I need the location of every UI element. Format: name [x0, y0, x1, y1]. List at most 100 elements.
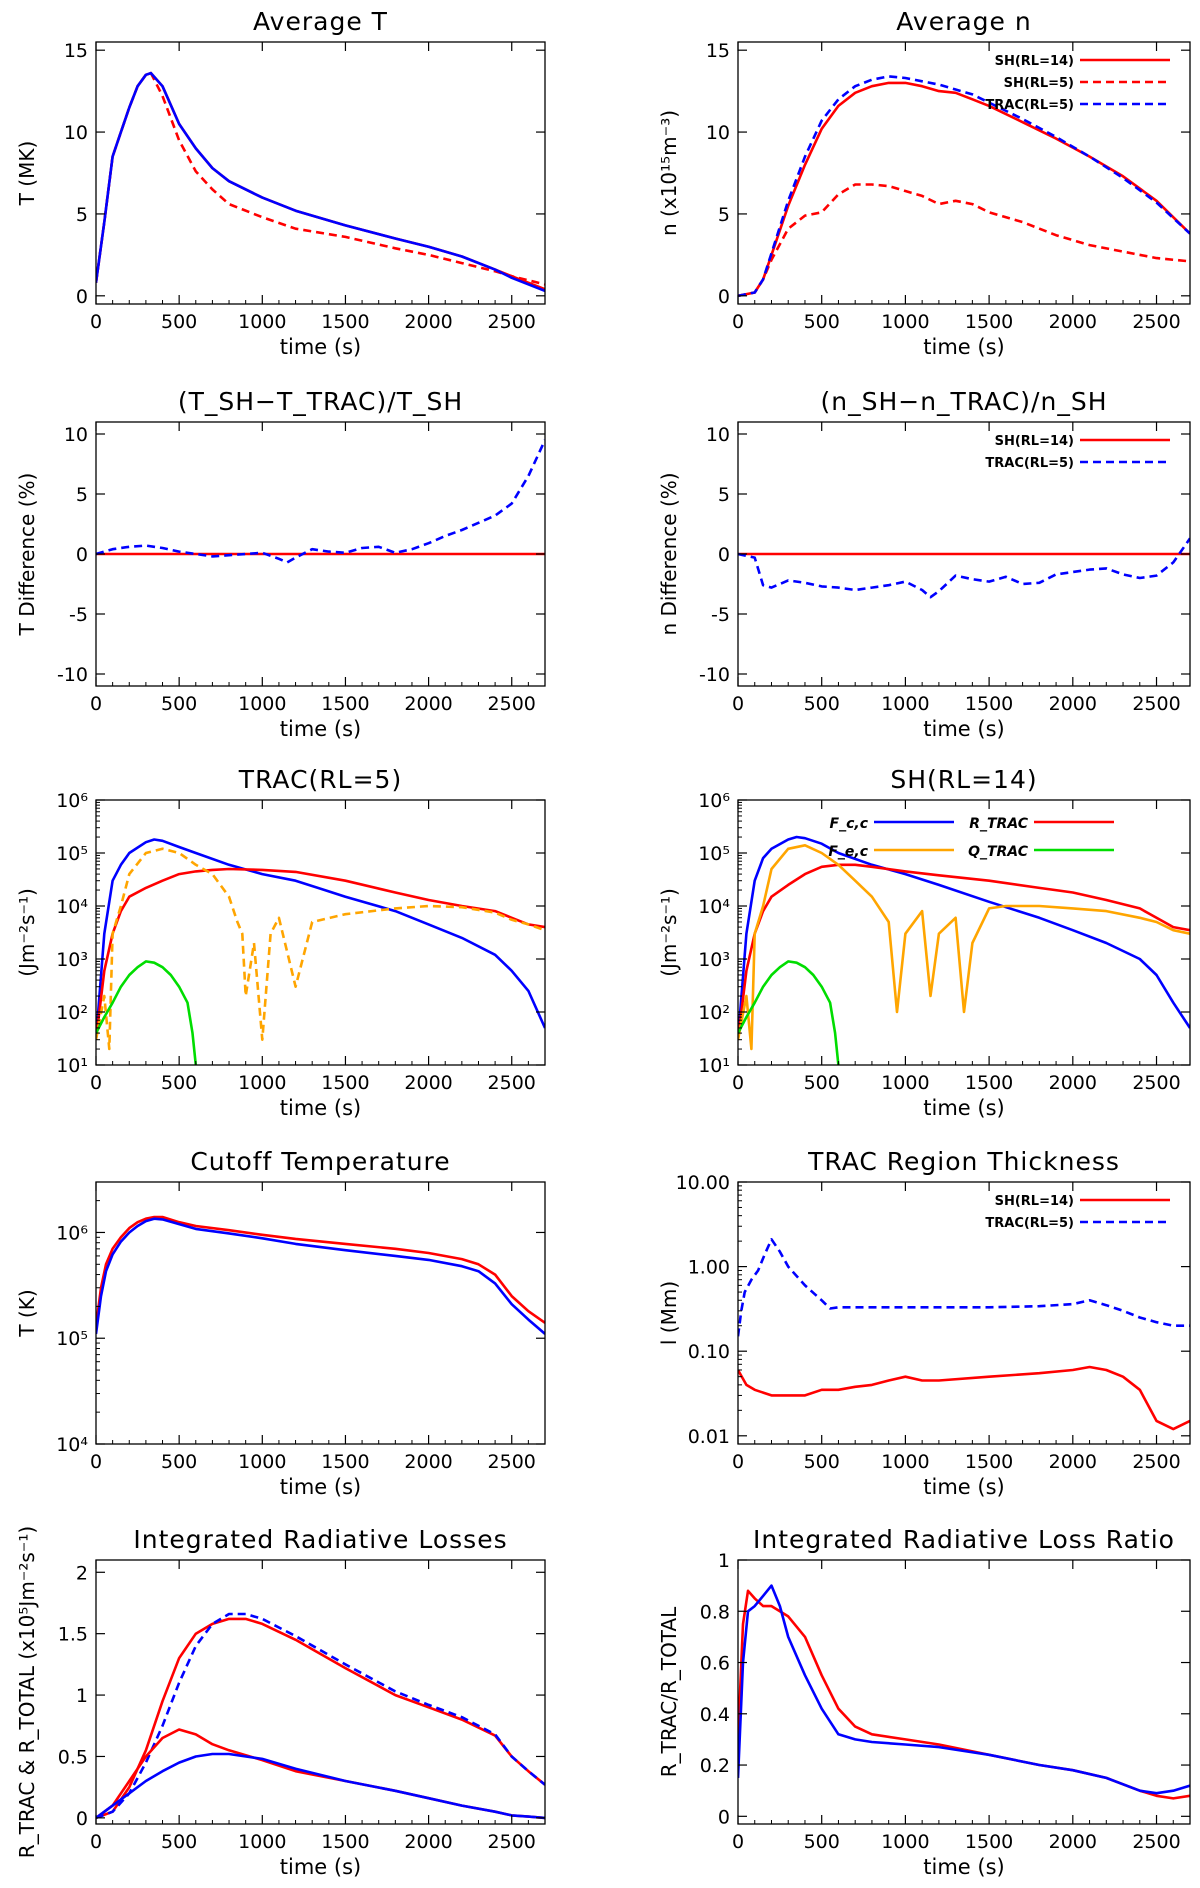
x-tick-label: 2500 — [488, 693, 536, 715]
y-axis-label: R_TRAC/R_TOTAL — [657, 1606, 681, 1777]
x-tick-label: 2500 — [1132, 1072, 1180, 1094]
legend-label: SH(RL=14) — [995, 54, 1074, 69]
y-axis-label: (Jm⁻²s⁻¹) — [15, 888, 39, 977]
y-tick-label: 10⁶ — [56, 790, 88, 812]
series-line-2 — [738, 183, 1190, 298]
legend: SH(RL=14) SH(RL=5) TRAC(RL=5) — [985, 54, 1170, 113]
y-tick-label: 0 — [76, 1808, 88, 1830]
plot-frame — [737, 1559, 1191, 1825]
x-axis-label: time (s) — [280, 1096, 361, 1120]
x-tick-label: 1000 — [881, 693, 929, 715]
y-tick-label: 10⁵ — [698, 843, 730, 865]
x-tick-label: 2000 — [404, 1831, 452, 1853]
y-tick-label: 5 — [76, 204, 88, 226]
panel-title: Integrated Radiative Loss Ratio — [753, 1525, 1175, 1554]
x-tick-label: 2000 — [1049, 1831, 1097, 1853]
y-tick-label: 10.00 — [676, 1172, 730, 1194]
x-tick-label: 2000 — [404, 693, 452, 715]
x-tick-label: 0 — [732, 693, 744, 715]
x-axis-label: time (s) — [923, 1475, 1004, 1499]
x-tick-label: 0 — [90, 693, 102, 715]
y-tick-label: 10 — [706, 122, 730, 144]
plot-frame — [737, 799, 1191, 1066]
series-group — [96, 1215, 545, 1335]
y-tick-label: 1.5 — [58, 1624, 88, 1646]
y-tick-label: 0.4 — [700, 1704, 730, 1726]
series-group — [96, 71, 545, 293]
series-line-1 — [96, 71, 545, 291]
y-axis-label: (Jm⁻²s⁻¹) — [657, 888, 681, 977]
y-tick-label: 2 — [76, 1562, 88, 1584]
y-tick-label: 0 — [718, 286, 730, 308]
x-tick-label: 1000 — [238, 1072, 286, 1094]
series-line-1 — [738, 1589, 1190, 1800]
series-line-1 — [96, 1215, 545, 1327]
x-tick-label: 0 — [732, 1451, 744, 1473]
x-tick-label: 500 — [161, 1072, 197, 1094]
y-tick-label: 0 — [718, 544, 730, 566]
y-tick-label: 10² — [56, 1002, 88, 1024]
legend-label: SH(RL=14) — [995, 1194, 1074, 1209]
x-axis-label: time (s) — [923, 335, 1004, 359]
y-tick-label: 0.8 — [700, 1601, 730, 1623]
legend: F_c,c R_TRAC F_e,c Q_TRAC — [828, 816, 1114, 860]
panel-title: Average n — [896, 7, 1031, 36]
panel-8: 0 500 1000 1500 2000 2500 0.01 0.10 1.00 10.00 TRA… — [657, 1147, 1191, 1499]
x-tick-label: 0 — [90, 1831, 102, 1853]
x-tick-label: 2000 — [404, 311, 452, 333]
x-tick-label: 1500 — [965, 1831, 1013, 1853]
x-tick-label: 2000 — [1049, 1072, 1097, 1094]
x-tick-label: 2000 — [404, 1072, 452, 1094]
series-group — [96, 1612, 545, 1820]
series-line-3 — [738, 75, 1190, 298]
y-tick-label: 10¹ — [698, 1055, 730, 1077]
series-line-1 — [96, 838, 545, 1040]
x-tick-label: 1000 — [881, 311, 929, 333]
x-axis-label: time (s) — [280, 717, 361, 741]
x-tick-label: 2500 — [488, 1451, 536, 1473]
y-tick-label: 0 — [76, 286, 88, 308]
y-tick-label: -10 — [699, 664, 730, 686]
x-axis-label: time (s) — [280, 1475, 361, 1499]
legend: SH(RL=14) TRAC(RL=5) — [985, 434, 1170, 471]
panel-10: 0 500 1000 1500 2000 2500 0 0.2 0.4 0.6 0.8 1 Integr… — [657, 1525, 1191, 1879]
y-tick-label: 10³ — [698, 949, 730, 971]
legend-label: TRAC(RL=5) — [985, 98, 1074, 113]
series-line-4 — [96, 1752, 545, 1820]
y-tick-label: 10⁴ — [56, 1434, 88, 1456]
x-tick-label: 2000 — [1049, 311, 1097, 333]
panel-title: SH(RL=14) — [890, 765, 1037, 794]
y-tick-label: 0 — [718, 1806, 730, 1828]
panel-title: Cutoff Temperature — [190, 1147, 450, 1176]
series-group — [738, 835, 1190, 1065]
x-tick-label: 500 — [161, 1451, 197, 1473]
y-tick-label: 1.00 — [688, 1257, 730, 1279]
x-tick-label: 1000 — [881, 1831, 929, 1853]
y-axis-label: T (MK) — [15, 141, 39, 207]
x-axis-label: time (s) — [280, 1855, 361, 1879]
plot-frame — [95, 1559, 546, 1825]
x-tick-label: 0 — [90, 1451, 102, 1473]
y-tick-label: 10² — [698, 1002, 730, 1024]
legend-label: F_c,c — [830, 816, 869, 832]
panel-9: 0 500 1000 1500 2000 2500 0 0.5 1 1.5 2 Integrated … — [15, 1525, 546, 1879]
series-line-1 — [738, 835, 1190, 1040]
panel-6: 0 500 1000 1500 2000 2500 10¹ 10² 10³ 10⁴ 10⁵ 10⁶ SH… — [657, 765, 1191, 1120]
x-axis-label: time (s) — [280, 335, 361, 359]
x-axis-label: time (s) — [923, 717, 1004, 741]
panel-title: TRAC(RL=5) — [238, 765, 402, 794]
x-tick-label: 1500 — [321, 1072, 369, 1094]
legend-label: R_TRAC — [969, 816, 1029, 832]
x-tick-label: 500 — [161, 1831, 197, 1853]
legend-label: TRAC(RL=5) — [985, 1216, 1074, 1231]
y-tick-label: -10 — [57, 664, 88, 686]
series-line-2 — [738, 1584, 1190, 1795]
x-tick-label: 500 — [804, 693, 840, 715]
y-tick-label: 0.5 — [58, 1746, 88, 1768]
x-tick-label: 0 — [90, 311, 102, 333]
legend: SH(RL=14) TRAC(RL=5) — [985, 1194, 1170, 1231]
series-group — [738, 75, 1190, 298]
x-tick-label: 1000 — [238, 693, 286, 715]
plot-frame — [95, 799, 546, 1066]
